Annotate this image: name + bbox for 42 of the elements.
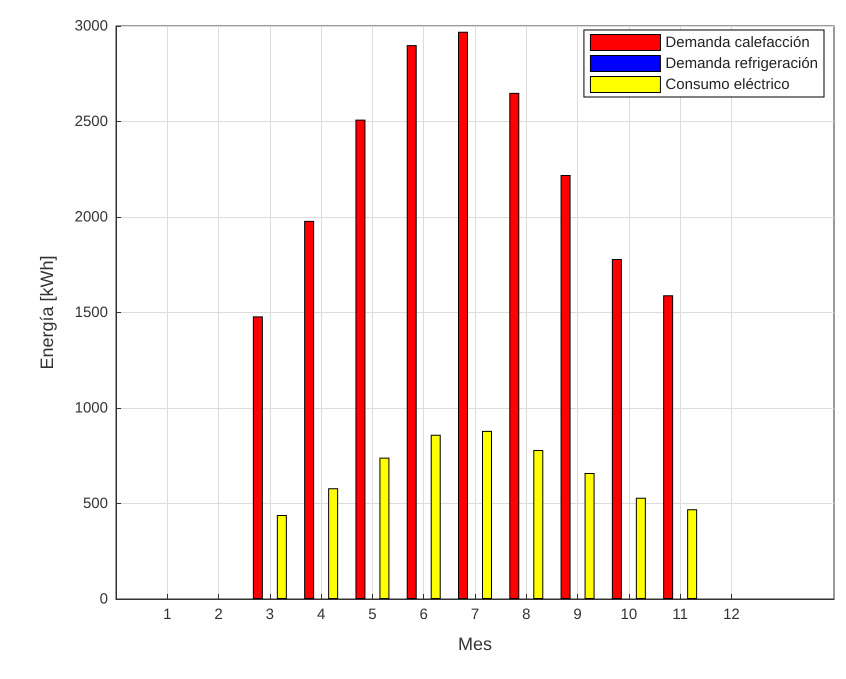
x-tick-label: 4 [316, 606, 326, 623]
bar [252, 316, 263, 599]
x-tick-label: 10 [620, 606, 638, 623]
y-tick-label: 3000 [74, 18, 108, 34]
y-tick-label: 0 [100, 590, 108, 608]
bar [687, 509, 698, 599]
bar [430, 434, 441, 599]
y-tick-label: 1000 [74, 400, 108, 416]
bar [612, 259, 622, 599]
x-tick-label: 7 [470, 606, 480, 623]
bar [533, 450, 544, 599]
bar [355, 120, 366, 599]
x-tick-label: 1 [163, 606, 172, 623]
y-tick-label: 2000 [74, 208, 108, 226]
bar [663, 295, 674, 599]
bar [482, 430, 492, 599]
bar [328, 488, 338, 599]
bar [379, 458, 390, 599]
legend-label: Demanda calefacción [665, 34, 810, 51]
bar [276, 514, 287, 599]
y-axis-title: Energía [kWh] [37, 255, 57, 370]
legend-label: Demanda refrigeración [665, 55, 818, 72]
bar [509, 92, 520, 599]
x-axis-title: Mes [458, 634, 492, 654]
x-tick-label: 12 [723, 606, 740, 623]
legend-label: Consumo eléctrico [665, 76, 790, 93]
bar [304, 220, 314, 599]
y-tick-label: 500 [82, 495, 108, 512]
bar [584, 472, 595, 599]
bar [560, 174, 571, 599]
x-tick-label: 6 [420, 606, 428, 623]
y-tick-label: 1500 [74, 304, 108, 321]
bar [406, 45, 417, 599]
x-tick-label: 9 [573, 606, 582, 623]
x-tick-label: 5 [368, 606, 377, 623]
x-tick-label: 11 [672, 606, 688, 623]
y-tick-label: 2500 [74, 113, 108, 130]
x-tick-label: 8 [522, 606, 530, 623]
x-tick-label: 2 [214, 606, 223, 623]
x-tick-label: 3 [266, 606, 274, 623]
bar [458, 32, 468, 599]
bar [636, 498, 646, 599]
